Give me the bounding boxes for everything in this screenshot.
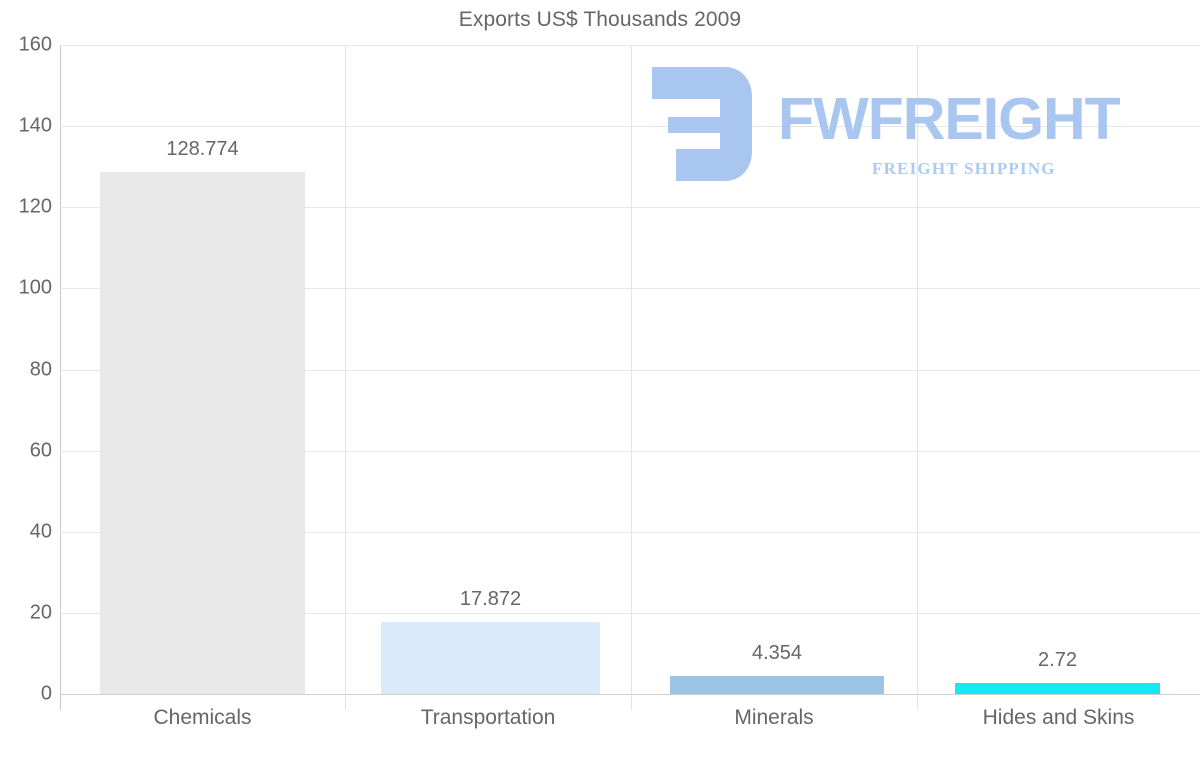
y-axis-tick-label: 100 (18, 276, 52, 299)
x-axis-label: Transportation (420, 706, 556, 729)
x-axis-label: Minerals (734, 706, 814, 729)
category-divider (345, 45, 346, 710)
y-axis-tick-label: 140 (18, 114, 52, 137)
bar-hides-and-skins[interactable] (955, 682, 1160, 694)
gridline (60, 288, 1200, 290)
bar-value-label: 17.872 (459, 587, 522, 610)
category-divider (631, 45, 632, 710)
gridline (60, 531, 1200, 533)
bar-chemicals[interactable] (100, 171, 305, 694)
gridline (60, 450, 1200, 452)
gridline (60, 612, 1200, 614)
y-axis-tick-labels: 0 20 40 60 80 100 120 140 160 (0, 0, 52, 763)
bar-minerals[interactable] (670, 676, 884, 694)
y-axis-tick-label: 160 (18, 33, 52, 56)
chart-title: Exports US$ Thousands 2009 (458, 8, 742, 31)
x-axis-label: Chemicals (153, 706, 252, 729)
x-axis-label: Hides and Skins (982, 706, 1135, 729)
y-axis-tick-label: 40 (29, 520, 52, 543)
bar-value-label: 4.354 (751, 642, 803, 665)
bar-transportation[interactable] (381, 621, 600, 694)
gridline (60, 45, 1200, 46)
y-axis-tick-label: 20 (29, 601, 52, 624)
y-axis-tick-label: 60 (29, 439, 52, 462)
y-axis-line (60, 45, 61, 710)
gridline (60, 694, 1200, 695)
gridline (60, 126, 1200, 128)
bar-value-label: 128.774 (166, 137, 239, 160)
y-axis-tick-label: 80 (29, 358, 52, 380)
gridline (60, 207, 1200, 209)
bar-value-label: 2.72 (1038, 648, 1077, 671)
y-axis-tick-label: 120 (18, 195, 52, 218)
category-divider (917, 45, 918, 710)
gridline (60, 369, 1200, 371)
plot-area (60, 45, 1200, 710)
y-axis-tick-label: 0 (40, 682, 52, 705)
